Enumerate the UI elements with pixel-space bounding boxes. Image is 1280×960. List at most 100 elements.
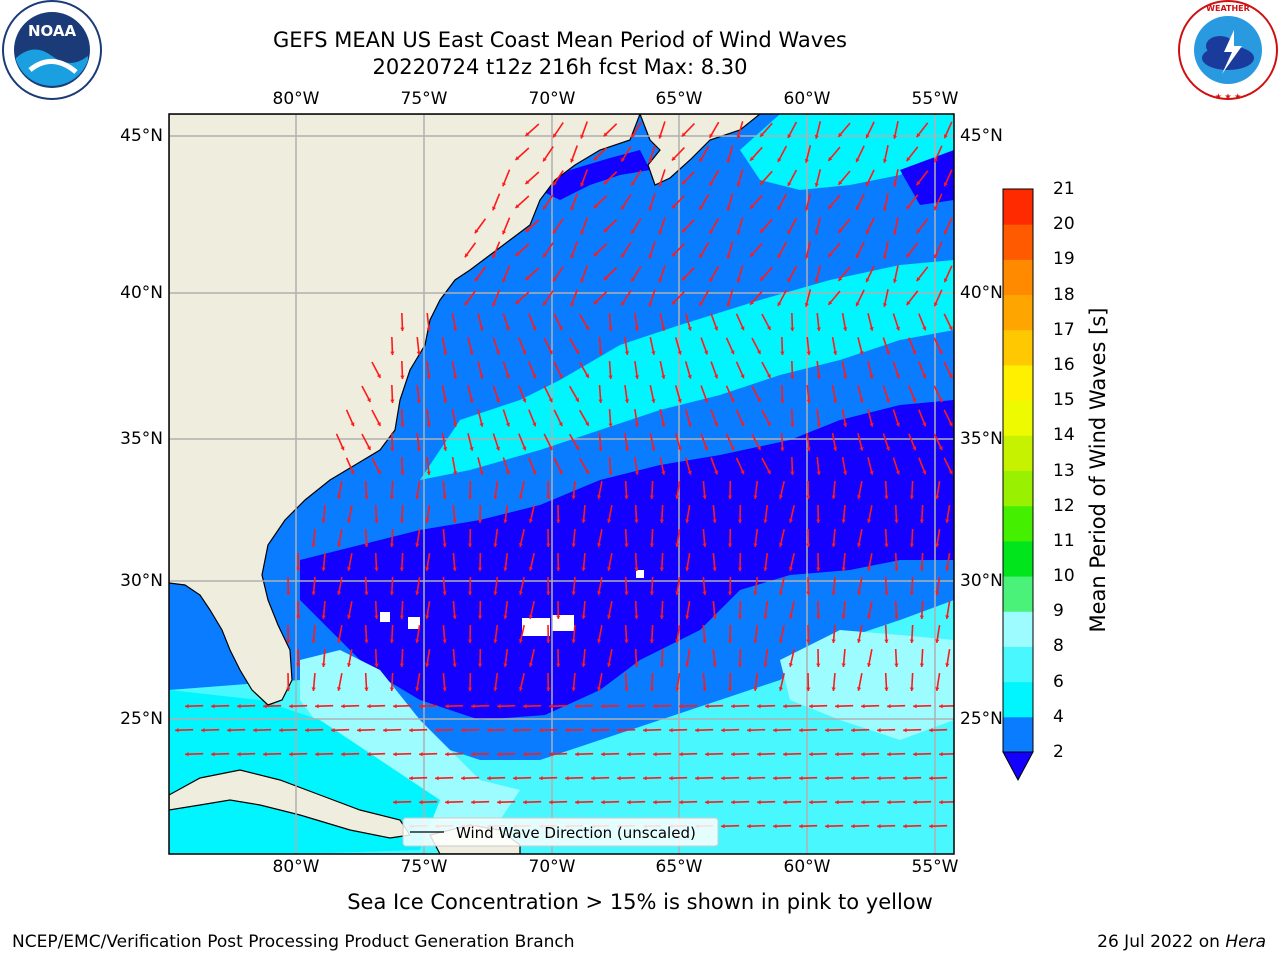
wave-arrow-head [833, 351, 838, 355]
wave-arrow-head [525, 276, 530, 281]
wave-arrow-head [442, 543, 447, 547]
wave-arrow-head [702, 687, 707, 691]
wave-arrow-head [419, 800, 423, 805]
wave-arrow-head [416, 399, 421, 403]
wave-arrow-head [816, 519, 821, 523]
wave-arrow-head [591, 728, 595, 733]
wave-arrow-head [809, 704, 813, 709]
wave-arrow-head [943, 134, 948, 139]
wave-arrow-head [726, 302, 731, 307]
wave-arrow-head [505, 326, 510, 331]
wave-arrow-head [528, 566, 533, 571]
wave-arrow-head [503, 615, 508, 619]
lon-tick-top: 75°W [400, 89, 448, 109]
wave-arrow-head [856, 591, 862, 595]
colorbar-tick: 17 [1053, 319, 1075, 340]
wave-arrow-head [493, 591, 498, 595]
wave-arrow-head [487, 776, 491, 781]
wave-arrow-head [727, 687, 733, 691]
wave-arrow-head [790, 375, 795, 379]
wave-arrow-head [453, 327, 458, 331]
wave-arrow-head [505, 374, 510, 379]
wave-arrow-head [634, 327, 640, 331]
wave-arrow-head [367, 704, 371, 709]
colorbar-tick: 16 [1053, 354, 1075, 375]
wave-arrow-head [479, 422, 484, 427]
wave-arrow-head [887, 800, 891, 805]
wave-arrow-head [523, 752, 527, 757]
wave-arrow-head [585, 421, 589, 426]
wave-arrow-head [571, 639, 576, 643]
wave-arrow-head [543, 301, 547, 306]
wave-arrow-head [790, 327, 795, 331]
wave-arrow-head [669, 776, 673, 781]
wave-arrow-head [777, 253, 782, 258]
wave-arrow-head [671, 204, 676, 209]
wave-arrow-head [760, 132, 764, 137]
wave-arrow-head [913, 752, 917, 757]
svg-text:WEATHER: WEATHER [1206, 4, 1250, 13]
wave-arrow-head [861, 752, 865, 757]
wave-arrow-head [366, 397, 371, 402]
wave-arrow-head [866, 567, 872, 571]
wave-arrow-head [543, 253, 547, 258]
lat-tick-left: 25°N [120, 709, 163, 729]
colorbar-band [1003, 329, 1033, 366]
wave-arrow-head [841, 519, 846, 523]
wave-arrow-head [838, 276, 843, 281]
wave-arrow-head [443, 399, 448, 403]
wave-arrow-head [311, 639, 316, 643]
wave-arrow-head [513, 776, 517, 781]
wave-arrow-head [596, 543, 602, 547]
wave-arrow-head [346, 567, 352, 571]
wave-arrow-head [753, 591, 758, 595]
wave-arrow-head [477, 519, 483, 523]
nova-scotia-land [639, 114, 761, 186]
wave-arrow-head [350, 470, 355, 475]
lat-tick-left: 30°N [120, 571, 163, 591]
wave-arrow-head [895, 374, 900, 379]
wave-arrow-head [806, 351, 811, 355]
wave-arrow-head [606, 567, 612, 571]
wave-arrow-head [571, 543, 576, 547]
wave-arrow-head [695, 776, 699, 781]
wave-arrow-head [383, 728, 387, 733]
wave-arrow-head [730, 350, 735, 355]
wave-arrow-head [756, 397, 761, 402]
wave-arrow-head [487, 728, 491, 733]
wave-arrow-head [843, 471, 848, 475]
wave-arrow-head [471, 704, 475, 709]
wave-arrow-head [736, 182, 741, 187]
wave-arrow-head [933, 254, 938, 259]
wave-arrow-head [831, 543, 836, 547]
wave-arrow-head [790, 423, 795, 427]
wave-arrow-head [814, 230, 819, 235]
map-legend: Wind Wave Direction (unscaled) [402, 817, 719, 847]
wave-arrow-head [649, 639, 655, 643]
wave-arrow-head [760, 180, 764, 185]
wave-arrow-head [681, 228, 686, 233]
colorbar-frame [1002, 188, 1034, 753]
wave-arrow-head [525, 132, 530, 137]
wave-arrow-head [681, 276, 686, 281]
wave-arrow-head [185, 704, 189, 709]
colorbar-band [1003, 611, 1033, 647]
colorbar-band [1003, 294, 1033, 331]
wave-arrow-head [467, 591, 473, 595]
chart-subtitle: 20220724 t12z 216h fcst Max: 8.30 [372, 55, 748, 79]
wave-arrow-head [851, 824, 855, 829]
lon-tick-bottom: 60°W [783, 857, 831, 877]
wave-arrow-head [445, 752, 449, 757]
wave-arrow-head [943, 182, 948, 187]
wave-arrow-head [731, 752, 735, 757]
wave-arrow-head [939, 704, 943, 709]
wave-arrow-head [469, 446, 474, 451]
wave-arrow-head [828, 204, 833, 209]
wave-arrow-head [841, 567, 846, 571]
wave-arrow-head [685, 663, 690, 667]
colorbar-band [1003, 716, 1033, 753]
wave-arrow-head [885, 446, 890, 451]
wave-arrow-head [865, 182, 870, 187]
wave-arrow-head [518, 542, 523, 547]
wave-arrow-head [617, 728, 621, 733]
